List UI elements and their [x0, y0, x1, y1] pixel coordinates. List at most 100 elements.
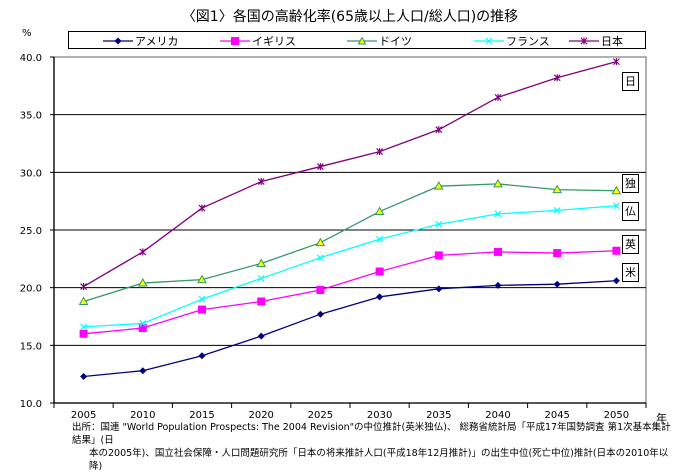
data-point: [493, 178, 503, 188]
data-point: [612, 246, 621, 255]
data-point: [553, 280, 561, 288]
series-line-仏: [83, 205, 617, 328]
legend-label: 日本: [601, 35, 623, 48]
legend-marker-diamond-icon: [103, 37, 133, 45]
x-tick-label: 2025: [308, 410, 333, 421]
data-point: [257, 332, 265, 340]
end-label-america: 米: [622, 263, 639, 282]
legend-item-uk: イギリス: [220, 33, 296, 49]
x-tick-label: 2040: [485, 410, 510, 421]
line-chart: 10.0 15.0 20.0 25.0 30.0 35.0 40.0 2005 2010 2015…: [20, 53, 647, 421]
x-tick-label: 2020: [248, 410, 273, 421]
series-line-日: [83, 60, 617, 288]
data-point: [612, 58, 620, 66]
data-point: [139, 248, 147, 256]
data-point: [611, 185, 622, 195]
data-point: [376, 293, 384, 301]
y-tick-label: 25.0: [20, 226, 42, 237]
data-point: [198, 204, 206, 212]
data-point: [79, 329, 88, 338]
data-point: [80, 323, 88, 331]
data-point: [553, 249, 562, 258]
data-point: [374, 206, 385, 216]
series-line-独: [83, 183, 617, 303]
y-tick-label: 20.0: [20, 284, 42, 295]
y-tick-label: 30.0: [20, 168, 42, 179]
data-point: [316, 254, 324, 262]
data-point: [137, 278, 148, 287]
data-point: [257, 275, 265, 282]
data-point: [435, 285, 443, 293]
data-point: [553, 74, 561, 82]
source-note: 出所：国連 "World Population Prospects: The 2…: [72, 421, 672, 473]
data-point: [316, 163, 324, 171]
data-point: [198, 305, 206, 314]
x-tick-label: 2005: [71, 410, 96, 421]
data-point: [316, 285, 325, 294]
data-point: [138, 324, 147, 333]
x-tick-label: 2015: [189, 410, 214, 421]
y-tick-label: 35.0: [20, 111, 42, 122]
data-point: [257, 297, 266, 306]
legend-label: フランス: [506, 35, 550, 48]
data-point: [139, 319, 147, 327]
x-tick-label: 2045: [544, 410, 569, 421]
end-label-germany: 独: [622, 174, 639, 193]
series-line-米: [83, 280, 617, 378]
data-point: [78, 296, 89, 306]
legend-item-america: アメリカ: [103, 33, 178, 49]
legend-label: ドイツ: [379, 35, 412, 48]
data-point: [435, 126, 443, 134]
data-point: [433, 181, 444, 190]
legend-marker-triangle-icon: [347, 36, 377, 45]
source-line-1: 出所：国連 "World Population Prospects: The 2…: [72, 422, 671, 446]
data-point: [553, 206, 561, 214]
data-point: [435, 220, 443, 228]
data-point: [256, 258, 267, 267]
series-line-英: [83, 250, 617, 335]
data-point: [494, 247, 502, 256]
data-point: [315, 237, 326, 247]
data-point: [139, 367, 147, 375]
end-label-uk: 英: [622, 235, 639, 254]
legend-label: アメリカ: [135, 35, 179, 48]
data-point: [376, 235, 384, 243]
legend-label: イギリス: [252, 35, 296, 48]
data-point: [434, 251, 443, 260]
source-line-2: 本の2005年)、国立社会保障・人口問題研究所「日本の将来推計人口(平成18年1…: [89, 448, 669, 472]
y-tick-label: 10.0: [20, 399, 42, 410]
y-tick-label: 15.0: [20, 341, 42, 352]
data-point: [197, 274, 207, 284]
legend: アメリカ イギリス ドイツ フランス 日本: [68, 31, 646, 49]
legend-marker-square-icon: [220, 37, 250, 45]
data-point: [376, 148, 384, 156]
data-point: [316, 310, 324, 318]
x-tick-label: 2035: [426, 410, 451, 421]
y-tick-label: 40.0: [20, 53, 42, 64]
end-label-france: 仏: [622, 202, 639, 221]
legend-item-japan: 日本: [569, 33, 623, 49]
data-point: [80, 283, 88, 291]
legend-marker-star-icon: [569, 37, 599, 45]
data-point: [494, 281, 502, 289]
legend-item-france: フランス: [474, 33, 550, 49]
data-point: [80, 372, 88, 380]
data-point: [375, 267, 384, 276]
x-tick-label: 2050: [604, 410, 629, 421]
data-point: [257, 178, 265, 186]
y-axis-unit: %: [22, 28, 32, 39]
data-point: [494, 93, 502, 101]
x-tick-label: 2010: [130, 410, 155, 421]
legend-marker-x-icon: [474, 37, 504, 45]
data-point: [552, 184, 563, 194]
data-point: [494, 210, 502, 218]
chart-title: 〈図1〉各国の高齢化率(65歳以上人口/総人口)の推移: [181, 9, 519, 25]
data-point: [612, 277, 620, 285]
data-point: [198, 295, 206, 303]
end-label-japan: 日: [622, 72, 639, 91]
data-point: [612, 202, 620, 210]
legend-item-germany: ドイツ: [347, 33, 412, 49]
data-point: [198, 352, 206, 360]
x-tick-label: 2030: [367, 410, 392, 421]
x-axis-unit: 年: [656, 412, 667, 425]
